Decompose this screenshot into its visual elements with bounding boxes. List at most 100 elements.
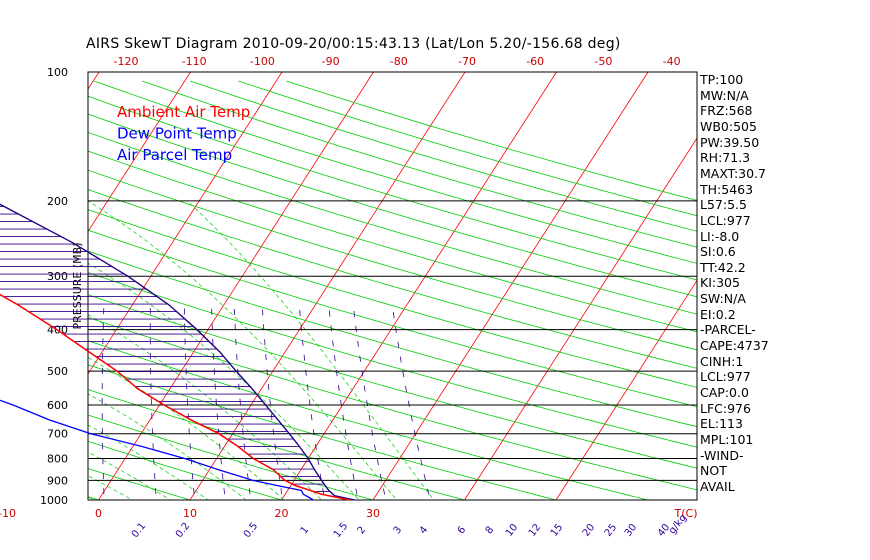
x-axis-label: T(C) [674, 507, 698, 520]
mixing-ratio-tick: 1 [299, 525, 312, 537]
temp-tick-top: -60 [526, 55, 544, 68]
temp-tick-top: -90 [322, 55, 340, 68]
pressure-tick-label: 500 [47, 365, 68, 378]
dry-adiabat-line [88, 250, 697, 428]
parcel-index-cinh: CINH:1 [700, 353, 744, 369]
wind-text: AVAIL [700, 478, 735, 494]
mixing-ratio-tick: 25 [603, 522, 620, 539]
pressure-tick-label: 200 [47, 195, 68, 208]
dry-adiabat-line [88, 189, 697, 369]
index-pw: PW:39.50 [700, 134, 760, 150]
moist-adiabat-line [88, 314, 323, 500]
pressure-tick-label: 900 [47, 474, 68, 487]
temp-tick-bottom: -10 [0, 507, 16, 520]
dry-adiabat-line [88, 414, 375, 500]
moist-adiabat-line [88, 424, 209, 500]
index-rh: RH:71.3 [700, 150, 751, 166]
dry-adiabat-line [88, 468, 192, 500]
mixing-ratio-tick: 0.5 [242, 521, 260, 540]
isotherm-line [189, 72, 466, 500]
index-frz: FRZ:568 [700, 103, 753, 119]
moist-adiabat-line [0, 201, 38, 509]
moist-adiabat-line [0, 201, 1, 509]
temp-tick-bottom: 10 [183, 507, 197, 520]
pressure-tick-label: 300 [47, 270, 68, 283]
isotherm-line [88, 72, 283, 375]
moist-adiabat-line [88, 393, 247, 500]
index-th: TH:5463 [700, 181, 754, 197]
mixing-ratio-line [101, 304, 105, 500]
mixing-ratio-line [68, 305, 72, 509]
pressure-tick-label: 700 [47, 428, 68, 441]
moist-adiabat-line [186, 200, 435, 500]
wind-text: NOT [700, 463, 727, 479]
dry-adiabat-line [88, 340, 650, 500]
dry-adiabat-line [88, 294, 697, 469]
dry-adiabat-line [88, 229, 697, 408]
moist-adiabat-line [88, 451, 171, 500]
temp-tick-bottom: 0 [95, 507, 102, 520]
mixing-ratio-tick: 0.1 [130, 521, 148, 540]
mixing-ratio-tick: 15 [549, 522, 566, 539]
mixing-ratio-tick: 20 [581, 522, 598, 539]
parcel-index-cap: CAP:0.0 [700, 385, 749, 400]
dry-adiabat-line [94, 80, 697, 264]
mixing-ratio-tick: 3 [392, 525, 405, 537]
index-mw: MW:N/A [700, 87, 749, 103]
parcel-temp-line [0, 203, 355, 501]
dry-adiabat-line [238, 80, 697, 217]
mixing-ratio-tick: 2 [356, 525, 369, 537]
cape-hatch [0, 206, 351, 500]
temp-tick-top: -80 [390, 55, 408, 68]
dry-adiabat-line [88, 209, 697, 388]
dry-adiabat-line [88, 131, 697, 315]
dry-adiabat-line [88, 389, 467, 500]
parcel-index-mpl: MPL:101 [700, 431, 754, 447]
y-axis-label: PRESSURE (MB) [71, 243, 84, 330]
index-maxt: MAXT:30.7 [700, 165, 766, 181]
moist-adiabat-line [88, 357, 285, 500]
dry-adiabat-line [88, 496, 100, 500]
legend-entry: Air Parcel Temp [117, 146, 232, 164]
mixing-ratio-tick: 10 [504, 522, 521, 539]
index-tp: TP:100 [700, 72, 744, 87]
mixing-ratio-line [149, 304, 157, 500]
temp-tick-top: -50 [594, 55, 612, 68]
isotherm-line [0, 72, 8, 500]
moist-adiabat-line [88, 262, 360, 500]
parcel-index-lfc: LFC:976 [700, 400, 751, 416]
dry-adiabat-line [286, 80, 697, 201]
temp-tick-bottom: 30 [366, 507, 380, 520]
mixing-ratio-tick: 4 [418, 525, 431, 537]
dry-adiabat-line [88, 169, 697, 351]
dry-adiabat-line [0, 81, 35, 509]
dry-adiabat-line [88, 272, 697, 448]
mixing-ratio-tick: 8 [484, 525, 497, 537]
temp-tick-top: -40 [663, 55, 681, 68]
dry-adiabat-line [88, 95, 697, 281]
moist-adiabat-line [88, 200, 397, 500]
mixing-ratio-tick: 12 [527, 522, 544, 539]
temp-tick-top: -70 [458, 55, 476, 68]
wind-header: -WIND- [700, 447, 744, 463]
ambient-temp-line [0, 293, 351, 501]
mixing-ratio-tick: 30 [623, 522, 640, 539]
index-tt: TT:42.2 [700, 259, 746, 275]
dry-adiabat-line [142, 80, 697, 248]
index-si: SI:0.6 [700, 244, 736, 260]
index-ki: KI:305 [700, 275, 740, 291]
plot-frame [87, 71, 698, 501]
parcel-index-el: EL:113 [700, 416, 743, 432]
mixing-ratio-line [184, 304, 196, 500]
mixing-ratio-tick: 1.5 [332, 521, 350, 540]
temp-tick-bottom: 20 [275, 507, 289, 520]
index-wb0: WB0:505 [700, 118, 757, 134]
isotherm-line [98, 72, 374, 500]
mixing-ratio-line [352, 304, 387, 500]
index-li: LI:-8.0 [700, 228, 740, 244]
isotherm-line [464, 137, 697, 500]
temp-tick-top: -110 [182, 55, 207, 68]
isotherm-line [88, 72, 191, 233]
legend-entry: Ambient Air Temp [117, 103, 250, 121]
dry-adiabat-line [88, 150, 697, 333]
